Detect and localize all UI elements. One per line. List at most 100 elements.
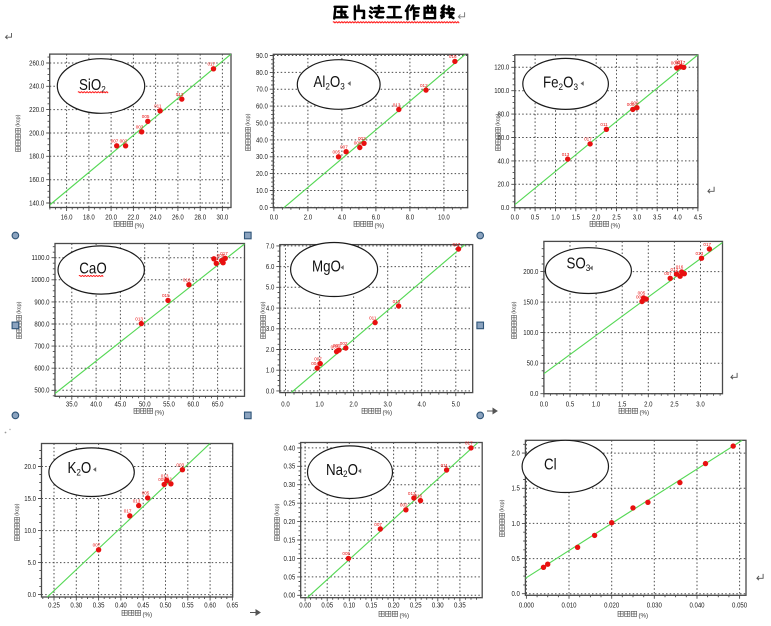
- svg-text:011: 011: [211, 256, 219, 261]
- svg-text:0.20: 0.20: [388, 602, 400, 610]
- svg-text:017: 017: [678, 60, 686, 65]
- svg-text:22.0: 22.0: [128, 214, 140, 222]
- svg-text:(kcp): (kcp): [17, 301, 23, 313]
- svg-text:200.0: 200.0: [523, 269, 538, 277]
- svg-text:005: 005: [638, 291, 646, 296]
- svg-text:013: 013: [161, 473, 169, 478]
- svg-text:0.65: 0.65: [227, 602, 239, 610]
- svg-text:011: 011: [154, 104, 162, 109]
- svg-text:(%): (%): [400, 613, 410, 620]
- svg-text:005: 005: [333, 343, 341, 348]
- svg-text:0.40: 0.40: [283, 445, 295, 453]
- svg-text:0.050: 0.050: [732, 602, 747, 610]
- svg-text:1000.0: 1000.0: [31, 277, 50, 285]
- svg-text:007: 007: [111, 139, 119, 144]
- svg-text:28.0: 28.0: [194, 214, 206, 222]
- svg-text:260.0: 260.0: [29, 60, 44, 68]
- svg-text:0.0: 0.0: [501, 205, 510, 213]
- svg-text:5.0: 5.0: [28, 560, 37, 568]
- svg-text:0.0: 0.0: [281, 401, 290, 409]
- svg-text:0.0: 0.0: [28, 592, 37, 600]
- svg-text:017: 017: [208, 62, 216, 67]
- svg-text:150.0: 150.0: [523, 299, 538, 307]
- svg-text:700.0: 700.0: [34, 343, 49, 351]
- svg-text:16.0: 16.0: [61, 214, 73, 222]
- svg-text:016: 016: [676, 265, 684, 270]
- svg-text:0.35: 0.35: [454, 602, 466, 610]
- svg-text:(%): (%): [611, 223, 621, 230]
- svg-text:0.30: 0.30: [283, 482, 295, 490]
- svg-text:10.0: 10.0: [438, 214, 450, 222]
- svg-text:3.0: 3.0: [266, 326, 275, 334]
- svg-text:013: 013: [176, 92, 184, 97]
- svg-text:CaO: CaO: [79, 260, 106, 277]
- svg-text:80.0: 80.0: [498, 111, 510, 119]
- svg-text:1.0: 1.0: [266, 367, 275, 375]
- svg-text:2.5: 2.5: [670, 401, 679, 409]
- svg-text:0.00: 0.00: [299, 602, 311, 610]
- svg-text:20.0: 20.0: [498, 181, 510, 189]
- svg-text:120.0: 120.0: [494, 64, 509, 72]
- svg-text:50.0: 50.0: [256, 120, 268, 128]
- svg-text:017: 017: [124, 509, 132, 514]
- svg-text:009: 009: [217, 253, 225, 258]
- svg-text:5.0: 5.0: [266, 284, 275, 292]
- svg-text:45.0: 45.0: [115, 401, 127, 409]
- svg-text:007: 007: [374, 522, 382, 527]
- svg-text:0.05: 0.05: [321, 602, 333, 610]
- svg-text:30.0: 30.0: [256, 154, 268, 162]
- svg-text:0.30: 0.30: [70, 602, 82, 610]
- svg-text:160.0: 160.0: [29, 177, 44, 185]
- svg-text:002: 002: [340, 341, 348, 346]
- svg-text:0.10: 0.10: [343, 602, 355, 610]
- svg-text:40.0: 40.0: [498, 158, 510, 166]
- svg-text:013: 013: [133, 498, 141, 503]
- svg-text:3.5: 3.5: [653, 214, 662, 222]
- svg-text:50.0: 50.0: [139, 401, 151, 409]
- svg-text:011: 011: [600, 122, 608, 127]
- svg-text:0.00: 0.00: [283, 592, 295, 600]
- svg-text:005: 005: [142, 114, 150, 119]
- svg-text:180.0: 180.0: [29, 153, 44, 161]
- svg-text:5.0: 5.0: [452, 401, 461, 409]
- svg-text:90.0: 90.0: [256, 52, 268, 60]
- svg-text:1.0: 1.0: [315, 401, 324, 409]
- svg-text:0.0: 0.0: [512, 591, 521, 599]
- svg-text:8.0: 8.0: [406, 214, 415, 222]
- svg-text:007: 007: [675, 60, 683, 65]
- svg-text:4.0: 4.0: [418, 401, 427, 409]
- svg-text:017: 017: [453, 242, 461, 247]
- svg-text:017: 017: [220, 251, 228, 256]
- svg-text:007: 007: [340, 145, 348, 150]
- svg-text:1.5: 1.5: [572, 214, 581, 222]
- svg-text:004: 004: [311, 361, 319, 366]
- svg-text:013: 013: [393, 102, 401, 107]
- svg-text:3.0: 3.0: [696, 401, 705, 409]
- svg-text:0.5: 0.5: [531, 214, 540, 222]
- svg-text:0.05: 0.05: [283, 574, 295, 582]
- svg-text:(kcp): (kcp): [500, 499, 506, 511]
- svg-text:017: 017: [465, 441, 473, 446]
- svg-text:(%): (%): [155, 410, 165, 417]
- svg-text:0.15: 0.15: [366, 602, 378, 610]
- svg-text:0.60: 0.60: [204, 602, 216, 610]
- svg-text:011: 011: [441, 463, 449, 468]
- svg-text:(kcp): (kcp): [16, 114, 22, 126]
- svg-text:6.0: 6.0: [266, 264, 275, 272]
- svg-text:005: 005: [627, 102, 635, 107]
- svg-text:220.0: 220.0: [29, 107, 44, 115]
- svg-text:20.0: 20.0: [24, 463, 36, 471]
- svg-text:0.040: 0.040: [689, 602, 704, 610]
- svg-text:3.0: 3.0: [633, 214, 642, 222]
- svg-text:003: 003: [176, 463, 184, 468]
- svg-text:009: 009: [631, 101, 639, 106]
- svg-text:2.0: 2.0: [304, 214, 313, 222]
- svg-text:SiO2: SiO2: [79, 77, 106, 94]
- svg-text:1.5: 1.5: [512, 485, 521, 493]
- svg-text:(kcp): (kcp): [512, 301, 518, 313]
- svg-text:2.0: 2.0: [592, 214, 601, 222]
- svg-text:017: 017: [584, 137, 592, 142]
- svg-text:26.0: 26.0: [172, 214, 184, 222]
- svg-text:009: 009: [354, 140, 362, 145]
- svg-text:40.0: 40.0: [256, 137, 268, 145]
